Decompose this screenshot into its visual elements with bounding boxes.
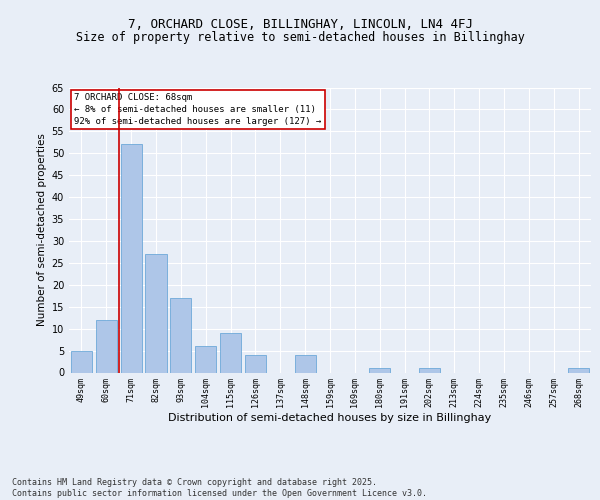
Bar — [145, 254, 167, 372]
Bar — [71, 350, 92, 372]
Text: Size of property relative to semi-detached houses in Billinghay: Size of property relative to semi-detach… — [76, 31, 524, 44]
X-axis label: Distribution of semi-detached houses by size in Billinghay: Distribution of semi-detached houses by … — [169, 413, 491, 423]
Bar — [121, 144, 142, 372]
Bar — [220, 333, 241, 372]
Bar — [369, 368, 390, 372]
Bar — [245, 355, 266, 372]
Bar — [96, 320, 117, 372]
Bar — [295, 355, 316, 372]
Text: Contains HM Land Registry data © Crown copyright and database right 2025.
Contai: Contains HM Land Registry data © Crown c… — [12, 478, 427, 498]
Text: 7 ORCHARD CLOSE: 68sqm
← 8% of semi-detached houses are smaller (11)
92% of semi: 7 ORCHARD CLOSE: 68sqm ← 8% of semi-deta… — [74, 93, 322, 126]
Y-axis label: Number of semi-detached properties: Number of semi-detached properties — [37, 134, 47, 326]
Bar — [170, 298, 191, 372]
Bar — [195, 346, 216, 372]
Bar — [568, 368, 589, 372]
Bar — [419, 368, 440, 372]
Text: 7, ORCHARD CLOSE, BILLINGHAY, LINCOLN, LN4 4FJ: 7, ORCHARD CLOSE, BILLINGHAY, LINCOLN, L… — [128, 18, 473, 30]
